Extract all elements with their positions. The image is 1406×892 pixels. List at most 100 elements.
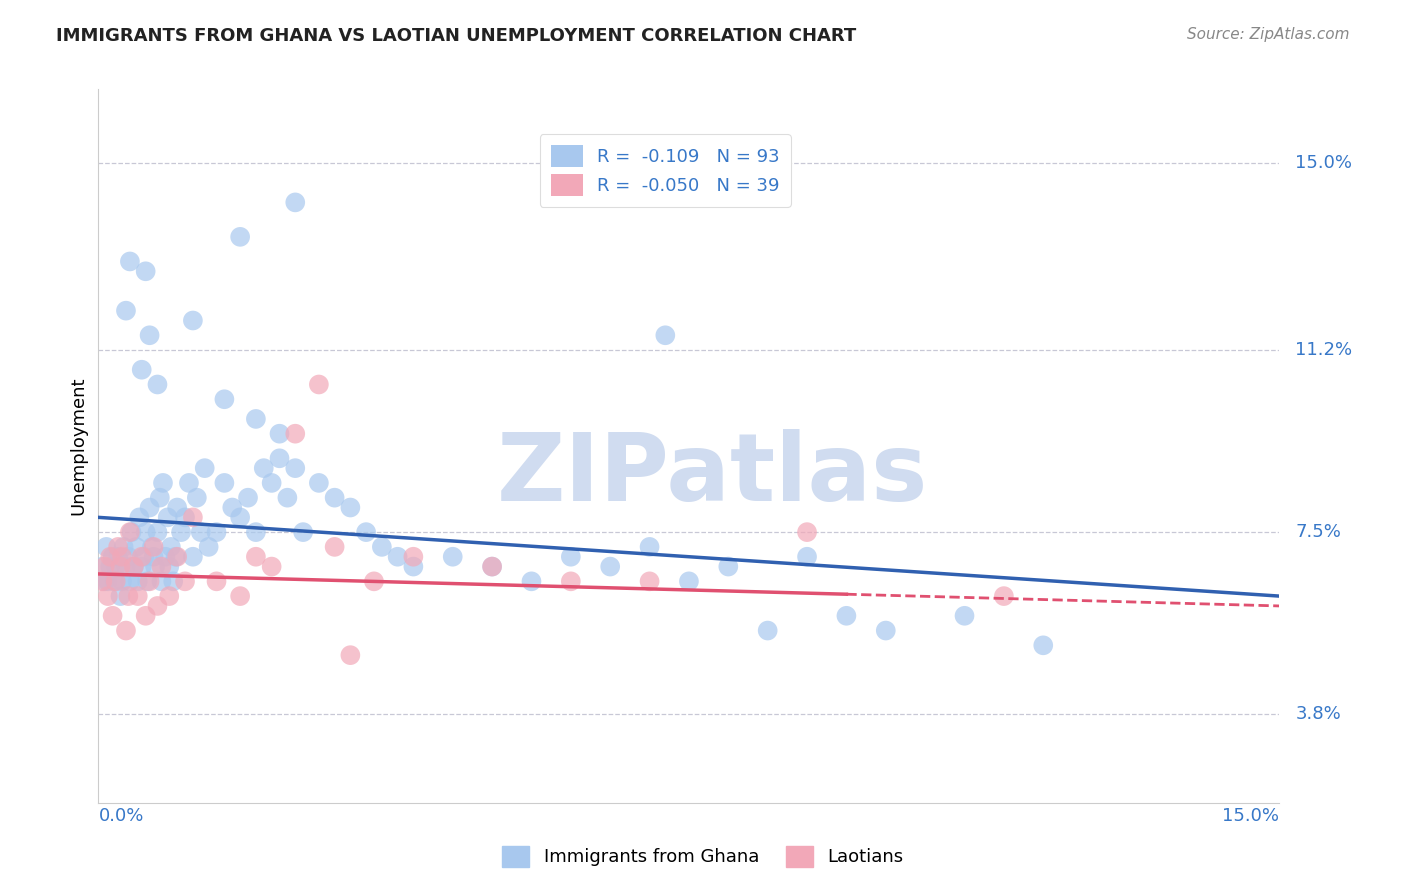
Point (796, 525, 818, 540)
Point (875, 624, 897, 638)
Point (149, 491, 172, 505)
Point (115, 559, 138, 574)
Point (323, 491, 346, 505)
Point (103, 574, 125, 589)
Point (229, 589, 252, 603)
Point (205, 574, 228, 589)
Point (155, 549, 177, 564)
Point (117, 549, 139, 564)
Point (166, 549, 188, 564)
Point (104, 559, 127, 574)
Point (131, 559, 153, 574)
Point (101, 549, 124, 564)
Point (205, 525, 228, 540)
Point (638, 540, 661, 554)
Point (111, 549, 134, 564)
Point (135, 264, 157, 278)
Text: IMMIGRANTS FROM GHANA VS LAOTIAN UNEMPLOYMENT CORRELATION CHART: IMMIGRANTS FROM GHANA VS LAOTIAN UNEMPLO… (56, 27, 856, 45)
Point (1032, 638, 1054, 652)
Point (174, 574, 197, 589)
Point (186, 491, 208, 505)
Point (104, 574, 127, 589)
Point (638, 574, 661, 589)
Text: 7.5%: 7.5% (1295, 523, 1341, 541)
Point (269, 451, 291, 466)
Text: 15.0%: 15.0% (1222, 806, 1279, 825)
Point (339, 500, 361, 515)
Point (260, 559, 283, 574)
Point (166, 500, 188, 515)
Text: 11.2%: 11.2% (1295, 341, 1353, 359)
Text: Source: ZipAtlas.com: Source: ZipAtlas.com (1187, 27, 1350, 42)
Point (165, 549, 187, 564)
Point (115, 303, 138, 318)
Point (93, 559, 115, 574)
Point (560, 549, 582, 564)
Point (157, 559, 180, 574)
Point (678, 574, 700, 589)
Point (110, 559, 132, 574)
Point (98, 549, 121, 564)
Point (214, 475, 236, 490)
Point (190, 525, 212, 540)
Point (122, 559, 145, 574)
Point (146, 377, 169, 392)
Point (157, 589, 180, 603)
Point (177, 475, 200, 490)
Point (387, 549, 409, 564)
Point (150, 559, 173, 574)
Point (284, 195, 307, 210)
Text: ZIPatlas: ZIPatlas (496, 428, 928, 521)
Point (115, 624, 138, 638)
Point (796, 549, 818, 564)
Point (127, 574, 149, 589)
Point (170, 525, 193, 540)
Point (993, 589, 1015, 603)
Point (136, 574, 159, 589)
Text: 3.8%: 3.8% (1295, 706, 1341, 723)
Legend: R =  -0.109   N = 93, R =  -0.050   N = 39: R = -0.109 N = 93, R = -0.050 N = 39 (540, 134, 792, 207)
Point (229, 230, 252, 244)
Point (284, 461, 307, 475)
Point (146, 525, 169, 540)
Point (142, 549, 165, 564)
Point (269, 426, 291, 441)
Point (221, 500, 243, 515)
Point (245, 412, 267, 426)
Point (560, 574, 582, 589)
Point (111, 574, 134, 589)
Point (93, 574, 115, 589)
Point (284, 426, 307, 441)
Point (245, 549, 267, 564)
Y-axis label: Unemployment: Unemployment (69, 376, 87, 516)
Point (599, 559, 621, 574)
Point (654, 328, 676, 343)
Point (138, 328, 160, 343)
Point (117, 589, 139, 603)
Point (112, 540, 135, 554)
Point (97, 589, 120, 603)
Point (118, 525, 141, 540)
Point (953, 608, 976, 623)
Point (91, 559, 114, 574)
Point (107, 540, 129, 554)
Point (481, 559, 503, 574)
Point (96, 540, 118, 554)
Point (152, 475, 174, 490)
Point (339, 648, 361, 662)
Point (181, 313, 204, 327)
Point (253, 461, 276, 475)
Point (481, 559, 503, 574)
Point (402, 559, 425, 574)
Point (125, 540, 148, 554)
Point (138, 500, 160, 515)
Point (354, 525, 377, 540)
Point (118, 254, 141, 268)
Point (150, 574, 173, 589)
Text: 0.0%: 0.0% (98, 806, 143, 825)
Point (143, 559, 166, 574)
Point (121, 525, 143, 540)
Point (146, 599, 169, 613)
Point (276, 491, 298, 505)
Point (308, 475, 330, 490)
